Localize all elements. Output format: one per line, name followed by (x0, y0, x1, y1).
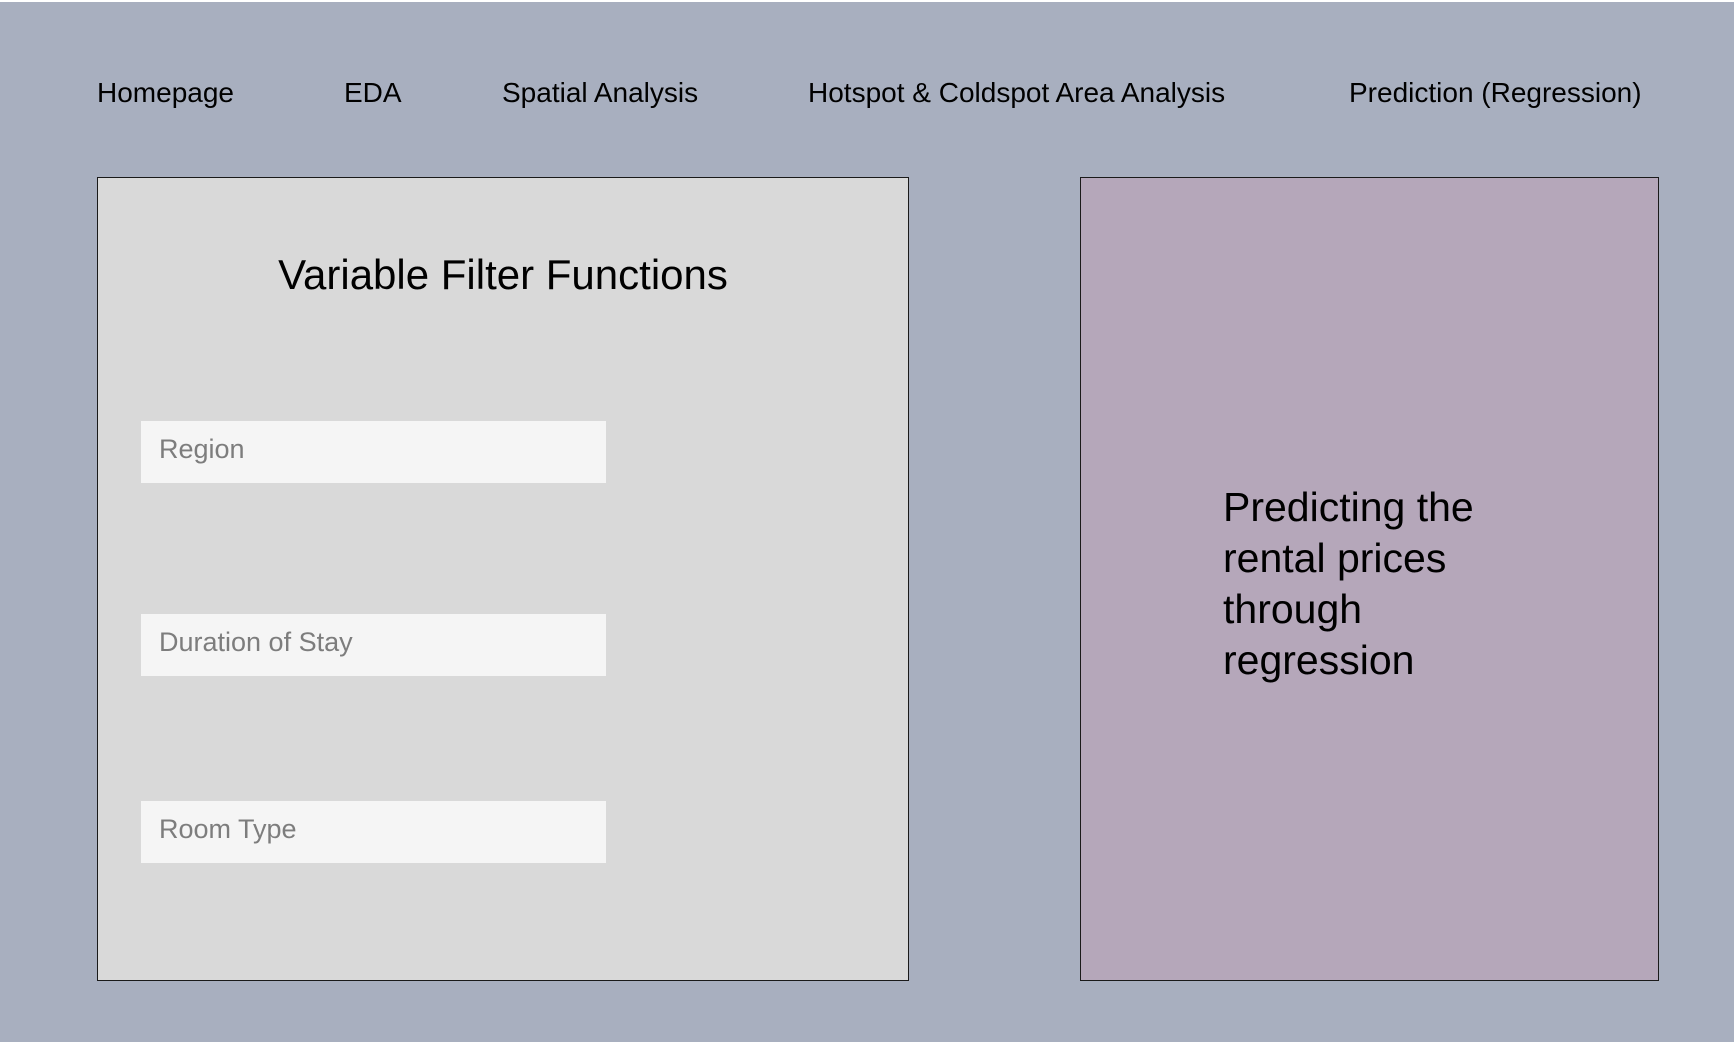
nav-hotspot-coldspot-analysis[interactable]: Hotspot & Coldspot Area Analysis (808, 77, 1226, 108)
prediction-description: Predicting the rental prices through reg… (1223, 484, 1474, 683)
room-type-field-placeholder: Room Type (159, 814, 297, 844)
variable-filter-panel: Variable Filter Functions Region Duratio… (97, 177, 909, 981)
filter-panel-title: Variable Filter Functions (278, 251, 728, 298)
nav-homepage[interactable]: Homepage (97, 77, 234, 108)
nav-spatial-analysis[interactable]: Spatial Analysis (502, 77, 699, 108)
region-filter-field[interactable]: Region (141, 421, 606, 483)
duration-of-stay-filter-field[interactable]: Duration of Stay (141, 614, 606, 676)
prediction-info-panel: Predicting the rental prices through reg… (1080, 177, 1659, 981)
duration-field-placeholder: Duration of Stay (159, 627, 353, 657)
room-type-filter-field[interactable]: Room Type (141, 801, 606, 863)
region-field-placeholder: Region (159, 434, 245, 464)
nav-prediction-regression[interactable]: Prediction (Regression) (1349, 77, 1642, 108)
nav-eda[interactable]: EDA (344, 77, 402, 108)
